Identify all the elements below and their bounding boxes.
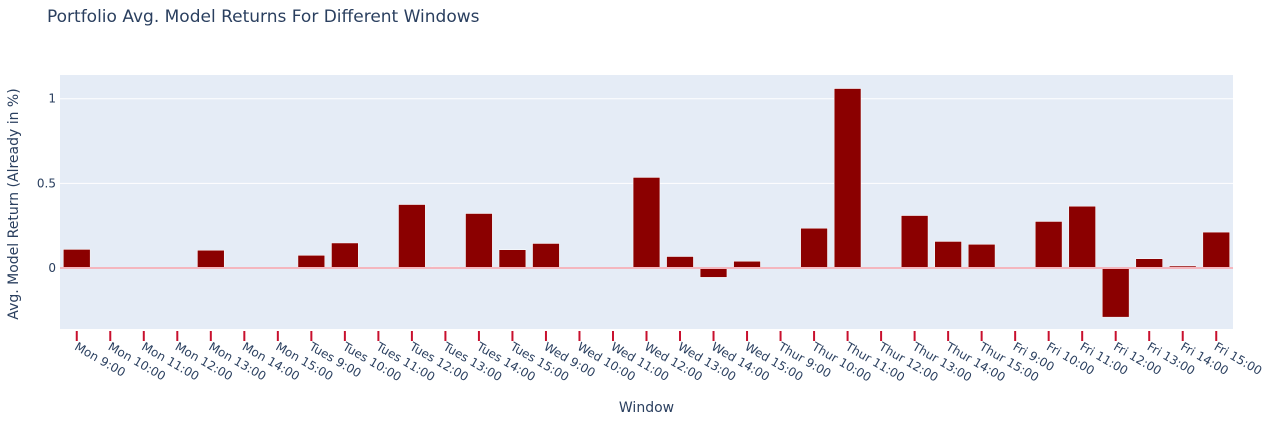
y-tick-label: 0 bbox=[48, 261, 56, 275]
bar bbox=[297, 255, 326, 269]
bar bbox=[532, 243, 560, 269]
x-axis-title: Window bbox=[619, 400, 674, 416]
chart-title: Portfolio Avg. Model Returns For Differe… bbox=[47, 7, 480, 27]
bar bbox=[197, 250, 225, 269]
bar bbox=[1102, 267, 1130, 318]
bar bbox=[934, 241, 962, 269]
bars bbox=[63, 88, 1230, 318]
bar bbox=[800, 227, 828, 269]
bar bbox=[666, 256, 694, 269]
y-tick-label: 0.5 bbox=[37, 176, 56, 190]
bar bbox=[1202, 231, 1230, 269]
bar bbox=[733, 261, 761, 269]
bar bbox=[699, 267, 728, 278]
y-tick-label: 1 bbox=[48, 92, 56, 106]
bar bbox=[465, 213, 493, 269]
bar bbox=[967, 244, 996, 269]
y-axis-ticks: 00.51 bbox=[37, 92, 56, 275]
bar bbox=[632, 177, 661, 269]
y-axis-title: Avg. Model Return (Already in %) bbox=[6, 88, 22, 319]
bar bbox=[63, 249, 91, 269]
bar bbox=[331, 242, 359, 269]
bar bbox=[1068, 205, 1096, 269]
bar bbox=[398, 204, 426, 269]
bar bbox=[1135, 258, 1163, 269]
bar bbox=[900, 215, 929, 269]
bar bbox=[498, 249, 527, 269]
bar bbox=[833, 88, 862, 269]
bar bbox=[1035, 221, 1063, 269]
